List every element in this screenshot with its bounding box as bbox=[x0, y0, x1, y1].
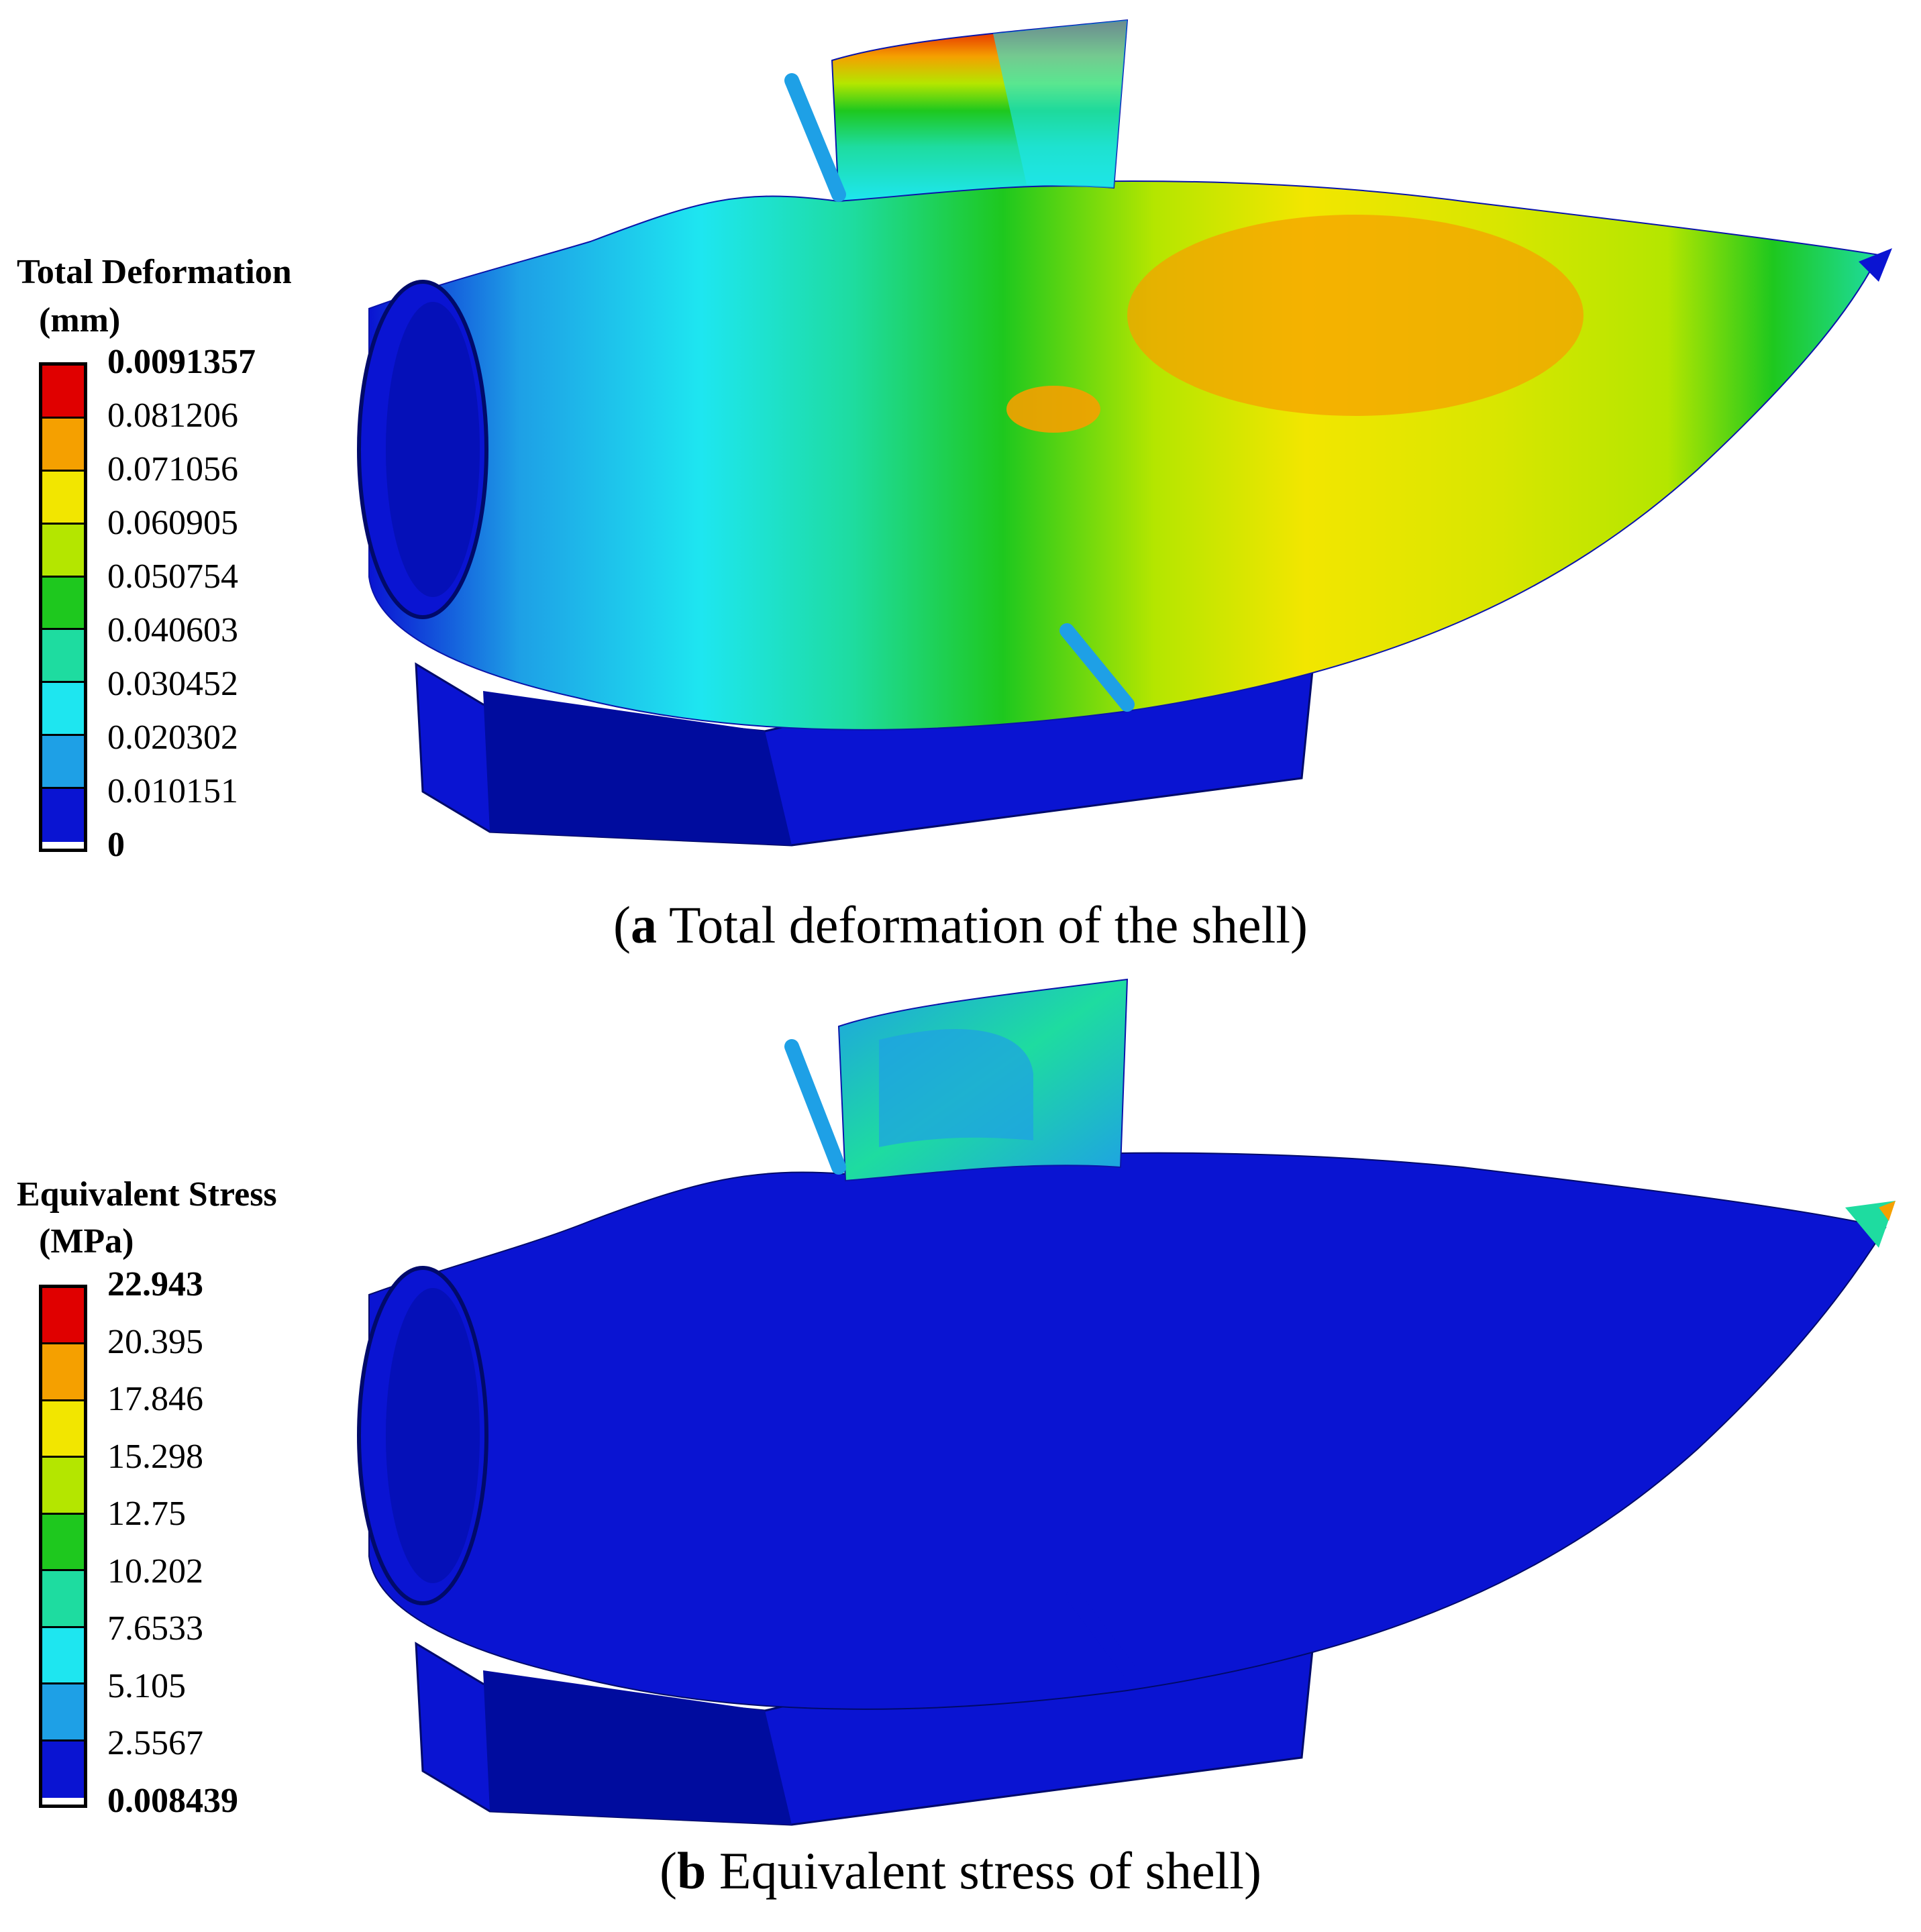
legend-equivalent-stress: Equivalent Stress (MPa) 22.943 20.395 17.8… bbox=[0, 966, 362, 1819]
legend-unit: (MPa) bbox=[39, 1222, 134, 1260]
colorbar bbox=[39, 1285, 87, 1808]
colorbar-swatch bbox=[42, 1288, 84, 1345]
colorbar-tick-label: 0.060905 bbox=[107, 504, 238, 542]
colorbar-tick-label: 0.008439 bbox=[107, 1782, 238, 1820]
colorbar-tick-label: 17.846 bbox=[107, 1380, 203, 1419]
colorbar-tick-label: 0.0091357 bbox=[107, 343, 256, 381]
colorbar-swatch bbox=[42, 1741, 84, 1798]
colorbar-swatch bbox=[42, 1514, 84, 1572]
colorbar-tick-label: 0.010151 bbox=[107, 772, 238, 810]
legend-title: Total Deformation bbox=[17, 253, 292, 291]
colorbar-swatch bbox=[42, 577, 84, 631]
legend-title: Equivalent Stress bbox=[17, 1175, 277, 1214]
caption-b: (b Equivalent stress of shell) bbox=[660, 1841, 1261, 1900]
colorbar-tick-label: 0.030452 bbox=[107, 665, 238, 703]
colorbar-tick-label: 0.040603 bbox=[107, 611, 238, 649]
shell-stress-contour bbox=[357, 978, 1896, 1826]
colorbar-swatch bbox=[42, 1627, 84, 1685]
colorbar-swatch bbox=[42, 630, 84, 684]
colorbar-tick-label: 0.081206 bbox=[107, 396, 238, 435]
colorbar-tick-label: 20.395 bbox=[107, 1322, 203, 1361]
colorbar-tick-label: 10.202 bbox=[107, 1552, 203, 1591]
colorbar-tick-label: 15.298 bbox=[107, 1437, 203, 1476]
shell-deformation-contour bbox=[357, 19, 1892, 847]
colorbar-tick-label: 7.6533 bbox=[107, 1609, 203, 1648]
colorbar-tick-label: 0 bbox=[107, 826, 125, 864]
colorbar-tick-label: 0.050754 bbox=[107, 557, 238, 596]
colorbar-swatch bbox=[42, 1344, 84, 1401]
colorbar-tick-label: 22.943 bbox=[107, 1265, 203, 1303]
colorbar-tick-label: 12.75 bbox=[107, 1495, 186, 1534]
colorbar bbox=[39, 362, 87, 852]
colorbar-swatch bbox=[42, 1458, 84, 1515]
legend-total-deformation: Total Deformation (mm) 0.0091357 0.081206… bbox=[0, 0, 362, 863]
colorbar-swatch bbox=[42, 736, 84, 789]
panel-total-deformation: Total Deformation (mm) 0.0091357 0.081206… bbox=[0, 0, 1892, 954]
legend-unit: (mm) bbox=[39, 301, 121, 339]
caption-a: (a Total deformation of the shell) bbox=[613, 896, 1308, 954]
colorbar-swatch bbox=[42, 1401, 84, 1458]
colorbar-tick-label: 5.105 bbox=[107, 1666, 186, 1705]
colorbar-swatch bbox=[42, 1684, 84, 1741]
colorbar-tick-label: 0.071056 bbox=[107, 450, 238, 488]
colorbar-tick-label: 2.5567 bbox=[107, 1724, 203, 1763]
colorbar-swatch bbox=[42, 683, 84, 737]
colorbar-swatch bbox=[42, 789, 84, 842]
colorbar-swatch bbox=[42, 471, 84, 525]
colorbar-swatch bbox=[42, 366, 84, 419]
colorbar-swatch bbox=[42, 418, 84, 472]
colorbar-tick-label: 0.020302 bbox=[107, 718, 238, 757]
colorbar-swatch bbox=[42, 524, 84, 578]
panel-equivalent-stress: Equivalent Stress (MPa) 22.943 20.395 17.8… bbox=[0, 966, 1921, 1932]
colorbar-swatch bbox=[42, 1571, 84, 1628]
